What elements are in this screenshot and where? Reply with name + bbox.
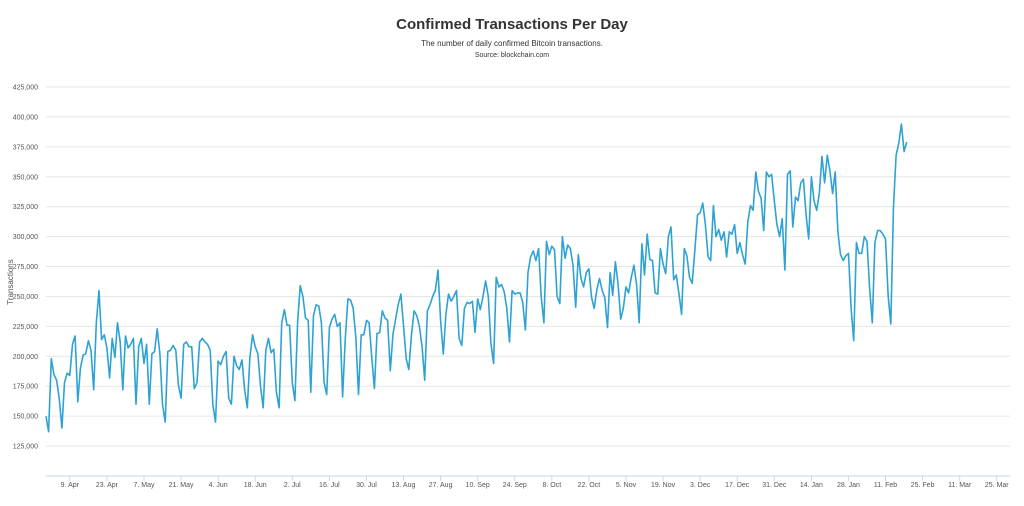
y-tick-label: 125,000 [13,444,38,451]
series-line [45,123,908,433]
x-tick-label: 31. Dec [762,482,787,489]
chart-subtitle: The number of daily confirmed Bitcoin tr… [421,39,603,48]
grid-lines [46,86,1010,447]
x-tick-label: 23. Apr [96,482,119,489]
series-layer [45,123,908,433]
x-tick-label: 27. Aug [429,482,453,489]
y-axis: 125,000 150,000 175,000 200,000 225,000 250,0… [13,85,38,451]
x-tick-label: 22. Oct [578,482,601,489]
y-tick-label: 175,000 [13,384,38,391]
y-tick-label: 325,000 [13,204,38,211]
y-tick-label: 200,000 [13,354,38,361]
x-tick-label: 25. Mar [985,482,1009,489]
y-tick-label: 425,000 [13,85,38,92]
y-axis-title: Transactions [6,259,15,305]
y-tick-label: 250,000 [13,294,38,301]
x-tick-label: 19. Nov [651,482,676,489]
y-tick-label: 275,000 [13,264,38,271]
y-tick-label: 225,000 [13,324,38,331]
x-tick-label: 24. Sep [503,482,527,489]
x-tick-label: 17. Dec [725,482,750,489]
x-tick-label: 11. Feb [874,482,897,489]
x-tick-label: 11. Mar [948,482,972,489]
x-tick-label: 25. Feb [911,482,935,489]
y-tick-label: 400,000 [13,114,38,121]
y-tick-label: 150,000 [13,414,38,421]
x-tick-label: 2. Jul [284,482,301,489]
x-tick-label: 14. Jan [800,482,823,489]
x-tick-label: 8. Oct [542,482,561,489]
x-tick-label: 16. Jul [319,482,340,489]
y-tick-label: 375,000 [13,144,38,151]
chart-title: Confirmed Transactions Per Day [396,16,628,33]
x-axis: 9. Apr 23. Apr 7. May 21. May 4. Jun 18. Jun 2… [46,475,1010,489]
x-tick-label: 18. Jun [244,482,267,489]
y-tick-label: 350,000 [13,174,38,181]
x-tick-label: 30. Jul [356,482,377,489]
chart-source: Source: blockchain.com [474,52,550,59]
x-tick-label: 3. Dec [690,482,711,489]
x-tick-label: 28. Jan [837,482,860,489]
x-tick-label: 7. May [133,482,155,489]
x-tick-label: 13. Aug [392,482,416,489]
x-tick-label: 10. Sep [466,482,490,489]
x-tick-label: 5. Nov [616,482,637,489]
x-tick-label: 4. Jun [209,482,228,489]
x-tick-label: 9. Apr [61,482,80,489]
x-tick-label: 21. May [169,482,194,489]
y-tick-label: 300,000 [13,234,38,241]
